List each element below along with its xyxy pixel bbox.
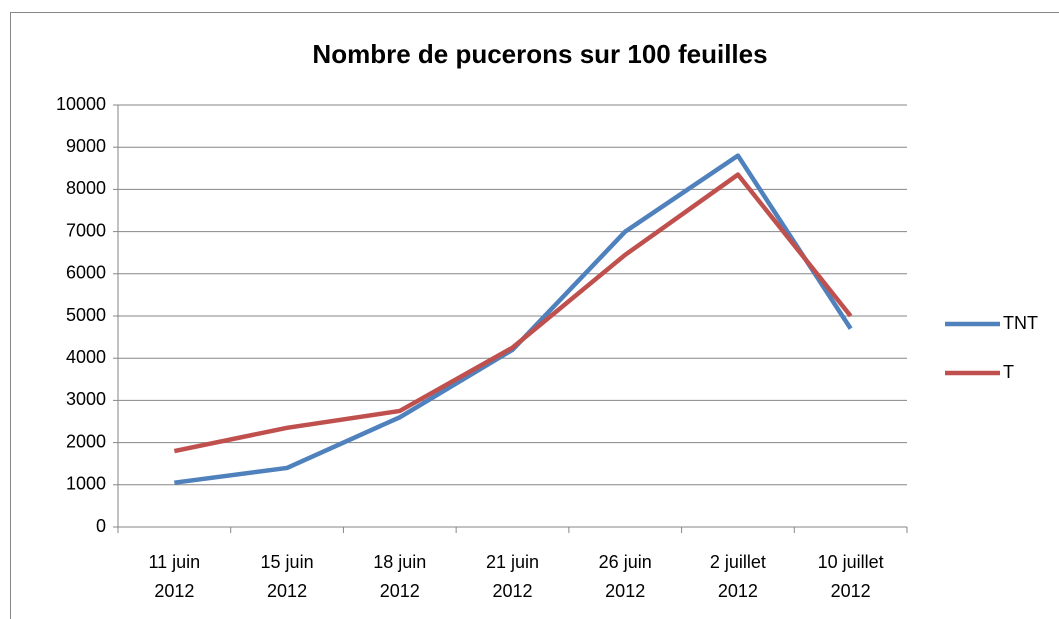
y-tick-label: 3000: [66, 389, 106, 409]
y-tick-label: 0: [96, 516, 106, 536]
x-tick-label: 21 juin 2012: [485, 552, 540, 601]
x-tick-label: 26 juin 2012: [598, 552, 652, 601]
y-tick-label: 10000: [56, 94, 106, 114]
x-tick-label: 10 juillet 2012: [817, 552, 884, 601]
legend-label: TNT: [1003, 313, 1038, 333]
data-line: [173, 172, 853, 454]
y-tick-label: 8000: [66, 178, 106, 198]
y-tick-label: 2000: [66, 431, 106, 451]
chart-title: Nombre de pucerons sur 100 feuilles: [312, 39, 767, 69]
y-tick-label: 7000: [66, 220, 106, 240]
y-tick-label: 9000: [66, 136, 106, 156]
y-tick-label: 5000: [66, 305, 106, 325]
y-tick-label: 4000: [66, 347, 106, 367]
legend-label: T: [1003, 362, 1014, 382]
y-tick-label: 6000: [66, 263, 106, 283]
x-tick-label: 2 juillet 2012: [709, 552, 766, 601]
x-tick-label: 11 juin 2012: [148, 552, 201, 601]
x-tick-label: 18 juin 2012: [373, 552, 427, 601]
x-tick-label: 15 juin 2012: [260, 552, 314, 601]
y-tick-label: 1000: [66, 474, 106, 494]
